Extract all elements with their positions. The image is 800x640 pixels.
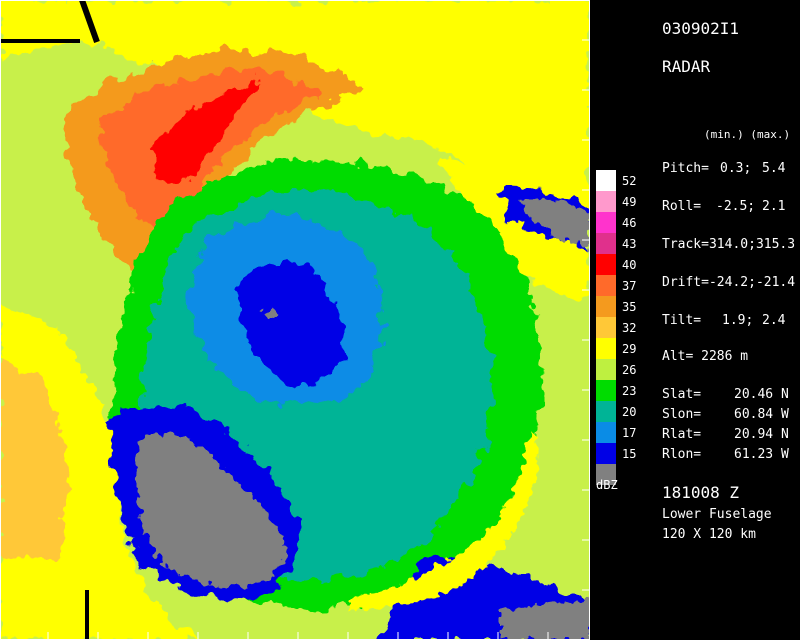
colorbar-label: 46 bbox=[622, 216, 637, 230]
ranges-header: (min.) (max.) bbox=[704, 128, 791, 141]
colorbar-label: 37 bbox=[622, 279, 637, 293]
param-row: Drift=-24.2;-21.4 bbox=[662, 276, 795, 290]
colorbar-swatch bbox=[596, 380, 616, 401]
colorbar-swatch bbox=[596, 317, 616, 338]
colorbar-swatch bbox=[596, 170, 616, 191]
position-label: Slon= bbox=[662, 407, 702, 422]
position-label: Rlat= bbox=[662, 427, 702, 442]
position-row: Rlat= 20.94 N bbox=[662, 427, 789, 442]
colorbar-swatch bbox=[596, 422, 616, 443]
param-label: Tilt= bbox=[662, 313, 702, 328]
colorbar-label: 17 bbox=[622, 426, 637, 440]
param-row: Track=314.0;315.3 bbox=[662, 238, 795, 252]
flight-id: 030902I1 bbox=[662, 19, 740, 38]
colorbar-swatch bbox=[596, 191, 616, 212]
position-value: 60.84 W bbox=[734, 407, 789, 422]
param-label: Drift= bbox=[662, 275, 709, 290]
position-row: Slat= 20.46 N bbox=[662, 387, 789, 402]
param-min: 314.0; bbox=[708, 237, 756, 252]
colorbar-label: 35 bbox=[622, 300, 637, 314]
param-min: -24.2; bbox=[708, 275, 756, 290]
colorbar-label: 43 bbox=[622, 237, 637, 251]
colorbar-label: 32 bbox=[622, 321, 637, 335]
position-value: 20.46 N bbox=[734, 387, 789, 402]
colorbar-swatch bbox=[596, 443, 616, 464]
position-label: Rlon= bbox=[662, 447, 702, 462]
colorbar-unit: dBZ bbox=[596, 478, 618, 492]
colorbar-label: 29 bbox=[622, 342, 637, 356]
observation-time: 181008 Z bbox=[662, 483, 740, 502]
colorbar-label: 20 bbox=[622, 405, 637, 419]
param-min: 1.9; bbox=[722, 313, 754, 328]
colorbar-swatch bbox=[596, 464, 616, 485]
colorbar-swatch bbox=[596, 212, 616, 233]
colorbar-swatch bbox=[596, 233, 616, 254]
colorbar-label: 15 bbox=[622, 447, 637, 461]
altitude: Alt= 2286 m bbox=[662, 349, 749, 364]
param-label: Track= bbox=[662, 237, 709, 252]
position-value: 61.23 W bbox=[734, 447, 789, 462]
position-label: Slat= bbox=[662, 387, 702, 402]
domain-size: 120 X 120 km bbox=[662, 527, 756, 542]
colorbar-label: 49 bbox=[622, 195, 637, 209]
param-min: 0.3; bbox=[720, 161, 752, 176]
radar-reflectivity-image bbox=[0, 0, 590, 640]
colorbar-label: 26 bbox=[622, 363, 637, 377]
param-max: 5.4 bbox=[762, 161, 786, 176]
position-row: Rlon= 61.23 W bbox=[662, 447, 789, 462]
colorbar-label: 40 bbox=[622, 258, 637, 272]
colorbar-swatch bbox=[596, 359, 616, 380]
colorbar-swatch bbox=[596, 254, 616, 275]
position-value: 20.94 N bbox=[734, 427, 789, 442]
colorbar-swatch bbox=[596, 338, 616, 359]
param-min: -2.5; bbox=[716, 199, 756, 214]
colorbar-swatch bbox=[596, 296, 616, 317]
colorbar-label: 52 bbox=[622, 174, 637, 188]
param-max: -21.4 bbox=[755, 275, 796, 290]
position-row: Slon= 60.84 W bbox=[662, 407, 789, 422]
param-label: Roll= bbox=[662, 199, 702, 214]
colorbar-label: 23 bbox=[622, 384, 637, 398]
param-row: Pitch= 0.3; 5.4 bbox=[662, 161, 785, 176]
param-label: Pitch= bbox=[662, 161, 709, 176]
colorbar-swatch bbox=[596, 401, 616, 422]
product-name: RADAR bbox=[662, 57, 711, 76]
colorbar-swatch bbox=[596, 275, 616, 296]
param-max: 2.1 bbox=[762, 199, 786, 214]
param-row: Roll= -2.5; 2.1 bbox=[662, 199, 785, 214]
param-row: Tilt= 1.9; 2.4 bbox=[662, 313, 785, 328]
param-max: 315.3 bbox=[755, 237, 796, 252]
antenna-name: Lower Fuselage bbox=[662, 507, 772, 522]
param-max: 2.4 bbox=[762, 313, 786, 328]
